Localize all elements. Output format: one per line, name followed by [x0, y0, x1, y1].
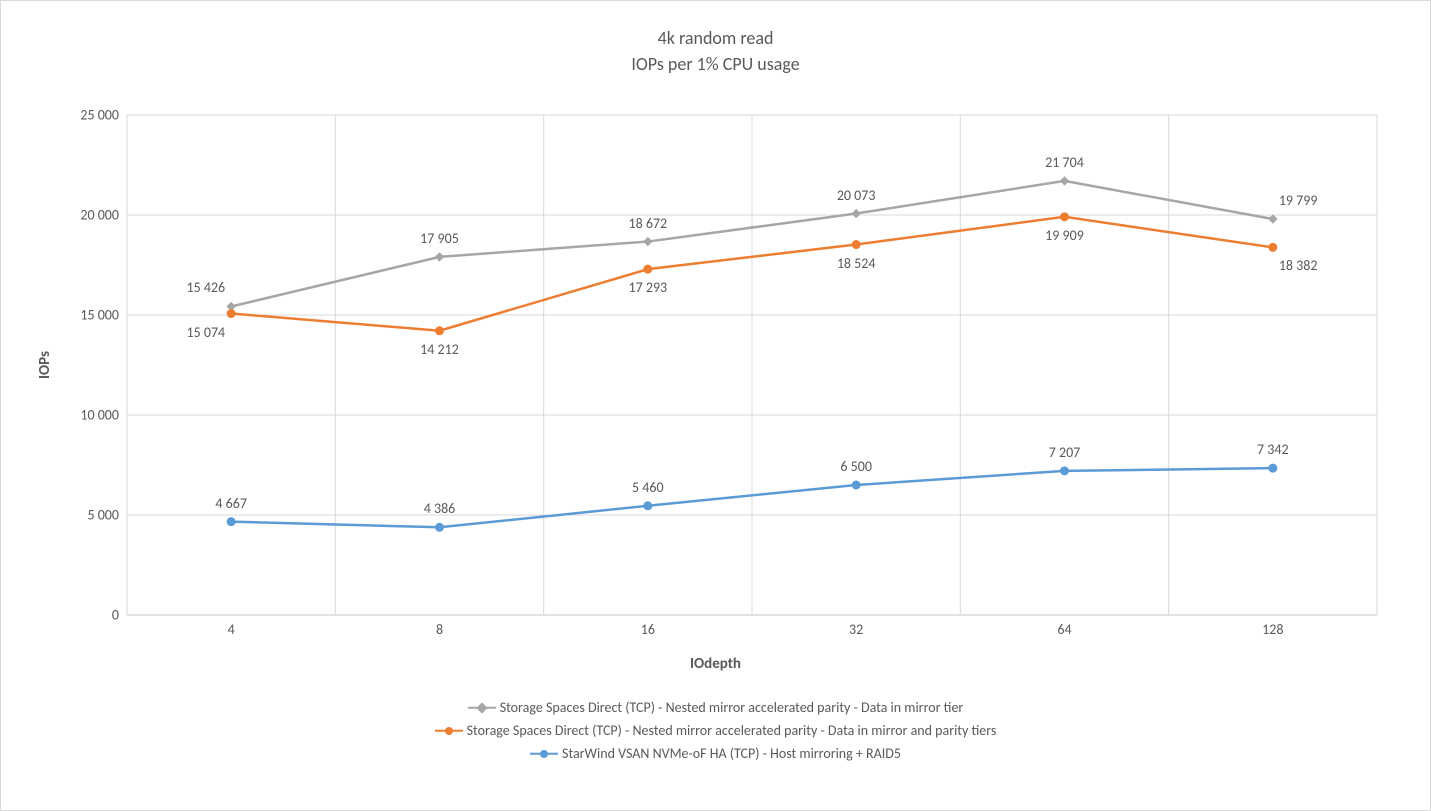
y-tick-label: 5 000 [87, 507, 127, 524]
chart-title-line2: IOPs per 1% CPU usage [1, 53, 1430, 75]
y-tick-label: 15 000 [80, 307, 127, 324]
data-label: 18 672 [629, 215, 668, 232]
y-tick-label: 25 000 [80, 107, 127, 124]
data-label: 17 293 [629, 279, 668, 296]
data-label: 18 524 [837, 255, 876, 272]
data-label: 5 460 [632, 479, 664, 496]
chart-title-line1: 4k random read [1, 27, 1430, 49]
legend-label: Storage Spaces Direct (TCP) - Nested mir… [500, 699, 964, 716]
plot-svg [127, 115, 1377, 615]
data-label: 7 342 [1257, 441, 1289, 458]
x-tick-label: 64 [1057, 615, 1071, 638]
legend-item: Storage Spaces Direct (TCP) - Nested mir… [435, 722, 997, 739]
data-label: 19 799 [1279, 192, 1318, 209]
y-tick-label: 10 000 [80, 407, 127, 424]
x-tick-label: 32 [849, 615, 863, 638]
legend: Storage Spaces Direct (TCP) - Nested mir… [1, 699, 1430, 762]
data-label: 4 386 [424, 500, 456, 517]
data-label: 14 212 [420, 341, 459, 358]
x-tick-label: 8 [436, 615, 443, 638]
data-label: 17 905 [420, 230, 459, 247]
y-axis-title: IOPs [36, 351, 54, 379]
legend-swatch [435, 724, 463, 738]
legend-item: StarWind VSAN NVMe-oF HA (TCP) - Host mi… [530, 745, 901, 762]
x-tick-label: 16 [641, 615, 655, 638]
x-tick-label: 4 [228, 615, 235, 638]
data-label: 20 073 [837, 187, 876, 204]
data-label: 7 207 [1049, 444, 1081, 461]
data-label: 18 382 [1279, 257, 1318, 274]
legend-swatch [530, 747, 558, 761]
legend-label: Storage Spaces Direct (TCP) - Nested mir… [467, 722, 997, 739]
x-tick-label: 128 [1262, 615, 1283, 638]
legend-label: StarWind VSAN NVMe-oF HA (TCP) - Host mi… [562, 745, 901, 762]
plot-area: 05 00010 00015 00020 00025 0004816326412… [127, 115, 1377, 615]
data-label: 4 667 [215, 495, 247, 512]
chart-frame: 4k random read IOPs per 1% CPU usage 05 … [0, 0, 1431, 811]
y-tick-label: 0 [112, 607, 127, 624]
data-label: 21 704 [1045, 154, 1084, 171]
data-label: 19 909 [1045, 227, 1084, 244]
legend-swatch [468, 701, 496, 715]
data-label: 15 426 [187, 279, 226, 296]
y-tick-label: 20 000 [80, 207, 127, 224]
x-axis-title: IOdepth [1, 655, 1430, 673]
legend-item: Storage Spaces Direct (TCP) - Nested mir… [468, 699, 964, 716]
data-label: 15 074 [187, 324, 226, 341]
data-label: 6 500 [840, 458, 872, 475]
